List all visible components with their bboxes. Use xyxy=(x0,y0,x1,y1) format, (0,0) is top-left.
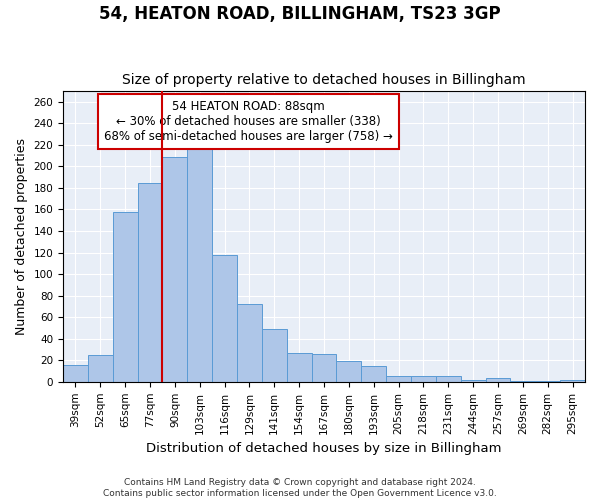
X-axis label: Distribution of detached houses by size in Billingham: Distribution of detached houses by size … xyxy=(146,442,502,455)
Bar xyxy=(386,376,411,382)
Y-axis label: Number of detached properties: Number of detached properties xyxy=(15,138,28,335)
Bar xyxy=(560,380,585,382)
Bar xyxy=(311,354,337,382)
Bar xyxy=(535,380,560,382)
Bar xyxy=(163,156,187,382)
Bar xyxy=(461,380,485,382)
Bar xyxy=(287,352,311,382)
Bar xyxy=(187,149,212,382)
Bar xyxy=(88,355,113,382)
Bar xyxy=(485,378,511,382)
Bar xyxy=(212,254,237,382)
Text: 54 HEATON ROAD: 88sqm
← 30% of detached houses are smaller (338)
68% of semi-det: 54 HEATON ROAD: 88sqm ← 30% of detached … xyxy=(104,100,393,142)
Bar xyxy=(511,380,535,382)
Text: 54, HEATON ROAD, BILLINGHAM, TS23 3GP: 54, HEATON ROAD, BILLINGHAM, TS23 3GP xyxy=(99,5,501,23)
Title: Size of property relative to detached houses in Billingham: Size of property relative to detached ho… xyxy=(122,73,526,87)
Text: Contains HM Land Registry data © Crown copyright and database right 2024.
Contai: Contains HM Land Registry data © Crown c… xyxy=(103,478,497,498)
Bar xyxy=(237,304,262,382)
Bar xyxy=(337,362,361,382)
Bar xyxy=(262,329,287,382)
Bar xyxy=(436,376,461,382)
Bar xyxy=(411,376,436,382)
Bar xyxy=(63,364,88,382)
Bar xyxy=(361,366,386,382)
Bar xyxy=(137,182,163,382)
Bar xyxy=(113,212,137,382)
